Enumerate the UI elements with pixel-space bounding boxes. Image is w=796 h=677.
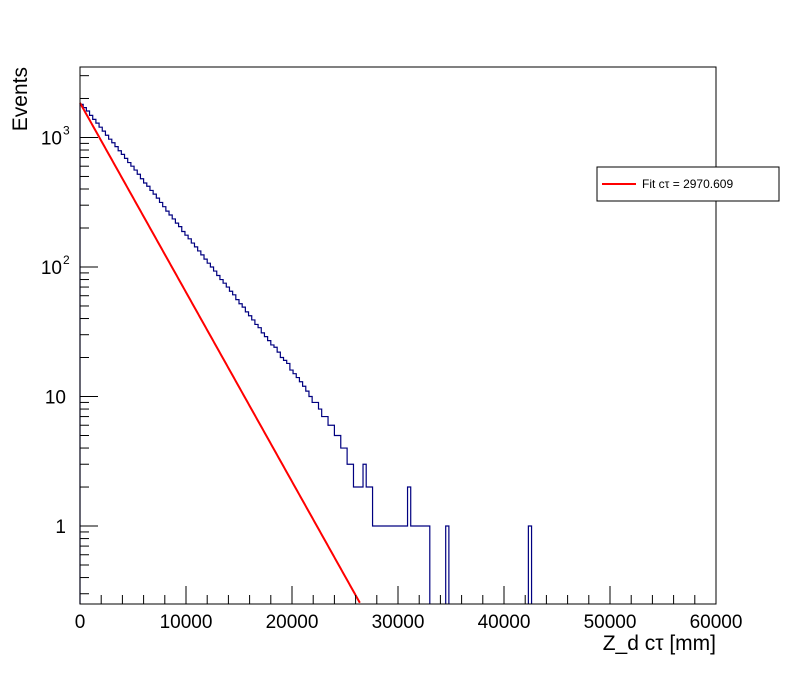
fit-layer — [79, 102, 361, 604]
x-axis-label: Z_d cτ [mm] — [603, 632, 716, 655]
x-tick-label: 30000 — [372, 612, 425, 633]
x-tick-label: 50000 — [584, 612, 637, 633]
y-tick-exponent: 2 — [63, 253, 70, 267]
y-tick-label: 10 — [41, 258, 62, 279]
y-tick-label: 10 — [41, 128, 62, 149]
y-tick-exponent: 3 — [63, 123, 70, 137]
x-tick-label: 20000 — [266, 612, 319, 633]
legend-fit-label: Fit cτ = 2970.609 — [642, 177, 733, 191]
y-tick-label: 10 — [45, 388, 66, 409]
histogram-layer — [79, 103, 533, 604]
axes-layer — [79, 66, 717, 605]
legend: Fit cτ = 2970.609 — [596, 166, 780, 202]
histogram-step-line — [79, 103, 533, 604]
x-tick-label: 0 — [75, 612, 86, 633]
fit-curve — [79, 102, 361, 604]
y-axis-label: Events — [9, 67, 32, 131]
x-tick-label: 40000 — [478, 612, 531, 633]
y-tick-label: 1 — [55, 517, 66, 538]
x-tick-label: 10000 — [160, 612, 213, 633]
x-tick-label: 60000 — [690, 612, 743, 633]
